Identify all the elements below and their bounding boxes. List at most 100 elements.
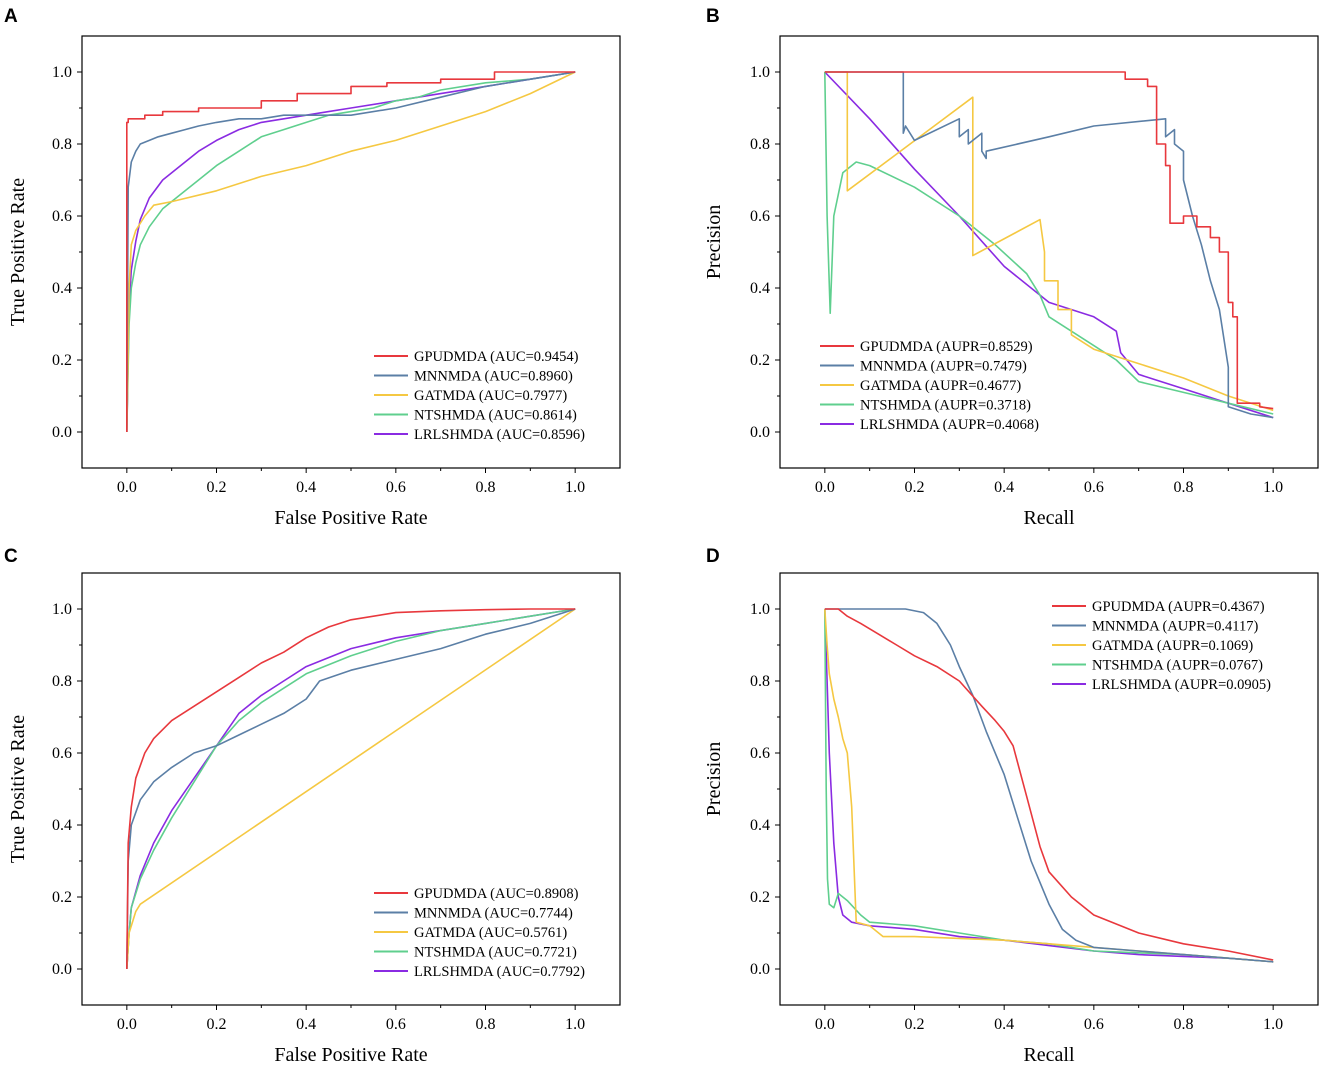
y-tick-label: 0.8 xyxy=(750,136,770,153)
x-tick-label: 0.2 xyxy=(207,479,227,496)
x-tick-label: 0.8 xyxy=(476,1016,496,1033)
legend-label-ntshmda: NTSHMDA (AUPR=0.0767) xyxy=(1092,658,1263,674)
x-tick-label: 0.0 xyxy=(117,479,137,496)
x-tick-label: 0.6 xyxy=(386,1016,406,1033)
y-tick-label: 0.0 xyxy=(52,424,72,441)
y-tick-label: 0.8 xyxy=(52,673,72,690)
series-line-mnnmda xyxy=(824,71,1274,419)
y-tick-label: 0.2 xyxy=(52,352,72,369)
y-tick-label: 0.8 xyxy=(750,673,770,690)
x-tick-label: 1.0 xyxy=(1263,479,1283,496)
panel-letter: B xyxy=(706,6,720,27)
x-tick-label: 0.0 xyxy=(117,1016,137,1033)
series-line-mnnmda xyxy=(126,71,576,433)
x-tick-label: 0.4 xyxy=(994,479,1014,496)
x-tick-label: 0.8 xyxy=(476,479,496,496)
series-line-lrlshmda xyxy=(126,71,576,433)
panel-letter: C xyxy=(4,546,18,567)
panel-letter: A xyxy=(4,6,18,27)
x-tick-label: 0.8 xyxy=(1174,479,1194,496)
y-tick-label: 0.2 xyxy=(750,889,770,906)
legend-label-mnnmda: MNNMDA (AUPR=0.4117) xyxy=(1092,619,1259,635)
series-line-mnnmda xyxy=(824,608,1274,963)
legend-label-mnnmda: MNNMDA (AUC=0.8960) xyxy=(414,369,573,385)
series-line-lrlshmda xyxy=(824,71,1274,419)
x-tick-label: 0.0 xyxy=(815,479,835,496)
legend-label-lrlshmda: LRLSHMDA (AUPR=0.0905) xyxy=(1092,677,1271,693)
x-tick-label: 0.6 xyxy=(1084,1016,1104,1033)
series-line-ntshmda xyxy=(126,608,576,970)
y-tick-label: 0.0 xyxy=(750,961,770,978)
y-tick-label: 0.8 xyxy=(52,136,72,153)
series-line-gpudmda xyxy=(126,608,576,970)
x-axis-label: False Positive Rate xyxy=(274,507,427,529)
panel-letter: D xyxy=(706,546,720,567)
legend-label-ntshmda: NTSHMDA (AUC=0.8614) xyxy=(414,408,577,424)
x-axis-label: Recall xyxy=(1023,507,1075,529)
series-line-gpudmda xyxy=(126,71,576,432)
legend-label-gpudmda: GPUDMDA (AUPR=0.4367) xyxy=(1092,599,1265,615)
series-line-gpudmda xyxy=(824,608,1274,961)
x-tick-label: 1.0 xyxy=(1263,1016,1283,1033)
x-tick-label: 0.6 xyxy=(1084,479,1104,496)
panel-b: B Recall Precision 0.0 0.2 0.4 0.6 0.8 1.0 0.0… xyxy=(703,6,1319,529)
legend-label-mnnmda: MNNMDA (AUPR=0.7479) xyxy=(860,359,1027,375)
legend-label-gatmda: GATMDA (AUC=0.5761) xyxy=(414,925,567,941)
legend-label-ntshmda: NTSHMDA (AUC=0.7721) xyxy=(414,945,577,961)
y-tick-label: 0.4 xyxy=(750,280,770,297)
x-tick-label: 0.4 xyxy=(296,479,316,496)
y-tick-label: 0.6 xyxy=(750,745,770,762)
x-tick-label: 0.2 xyxy=(207,1016,227,1033)
legend-label-gatmda: GATMDA (AUPR=0.1069) xyxy=(1092,638,1253,654)
y-tick-label: 0.2 xyxy=(750,352,770,369)
x-axis-label: Recall xyxy=(1023,1044,1075,1066)
legend-label-gatmda: GATMDA (AUPR=0.4677) xyxy=(860,378,1021,394)
legend-label-ntshmda: NTSHMDA (AUPR=0.3718) xyxy=(860,398,1031,414)
x-tick-label: 1.0 xyxy=(565,479,585,496)
y-tick-label: 1.0 xyxy=(52,64,72,81)
y-tick-label: 0.6 xyxy=(750,208,770,225)
x-tick-label: 0.4 xyxy=(994,1016,1014,1033)
legend-label-gpudmda: GPUDMDA (AUPR=0.8529) xyxy=(860,339,1033,355)
series-line-ntshmda xyxy=(126,71,576,433)
series-line-mnnmda xyxy=(126,608,576,970)
x-tick-label: 0.6 xyxy=(386,479,406,496)
y-axis-label: Precision xyxy=(703,742,725,816)
legend-label-lrlshmda: LRLSHMDA (AUC=0.8596) xyxy=(414,427,585,443)
panel-a: A False Positive Rate True Positive Rate… xyxy=(4,6,621,529)
y-tick-label: 0.6 xyxy=(52,208,72,225)
legend-label-gpudmda: GPUDMDA (AUC=0.8908) xyxy=(414,886,579,902)
series-line-ntshmda xyxy=(824,71,1274,415)
series-line-lrlshmda xyxy=(824,608,1274,963)
y-tick-label: 0.2 xyxy=(52,889,72,906)
y-tick-label: 0.0 xyxy=(750,424,770,441)
x-tick-label: 1.0 xyxy=(565,1016,585,1033)
legend-label-gpudmda: GPUDMDA (AUC=0.9454) xyxy=(414,349,579,365)
series-line-gpudmda xyxy=(824,71,1274,410)
y-axis-label: True Positive Rate xyxy=(7,178,29,326)
series-line-gatmda xyxy=(824,71,1274,412)
y-tick-label: 0.6 xyxy=(52,745,72,762)
y-tick-label: 0.4 xyxy=(52,817,72,834)
legend-label-lrlshmda: LRLSHMDA (AUPR=0.4068) xyxy=(860,417,1039,433)
series-line-ntshmda xyxy=(824,608,1274,963)
y-tick-label: 1.0 xyxy=(750,601,770,618)
x-tick-label: 0.8 xyxy=(1174,1016,1194,1033)
legend-label-mnnmda: MNNMDA (AUC=0.7744) xyxy=(414,906,573,922)
y-tick-label: 0.4 xyxy=(750,817,770,834)
x-tick-label: 0.2 xyxy=(905,479,925,496)
series-line-gatmda xyxy=(126,71,576,433)
y-tick-label: 1.0 xyxy=(750,64,770,81)
x-tick-label: 0.0 xyxy=(815,1016,835,1033)
x-axis-label: False Positive Rate xyxy=(274,1044,427,1066)
panel-d: D Recall Precision 0.0 0.2 0.4 0.6 0.8 1.0 0.0… xyxy=(703,546,1319,1066)
y-tick-label: 0.0 xyxy=(52,961,72,978)
panel-c: C False Positive Rate True Positive Rate… xyxy=(4,546,621,1066)
y-tick-label: 1.0 xyxy=(52,601,72,618)
x-tick-label: 0.4 xyxy=(296,1016,316,1033)
legend-label-lrlshmda: LRLSHMDA (AUC=0.7792) xyxy=(414,964,585,980)
x-tick-label: 0.2 xyxy=(905,1016,925,1033)
y-axis-label: True Positive Rate xyxy=(7,715,29,863)
series-line-gatmda xyxy=(126,608,576,970)
